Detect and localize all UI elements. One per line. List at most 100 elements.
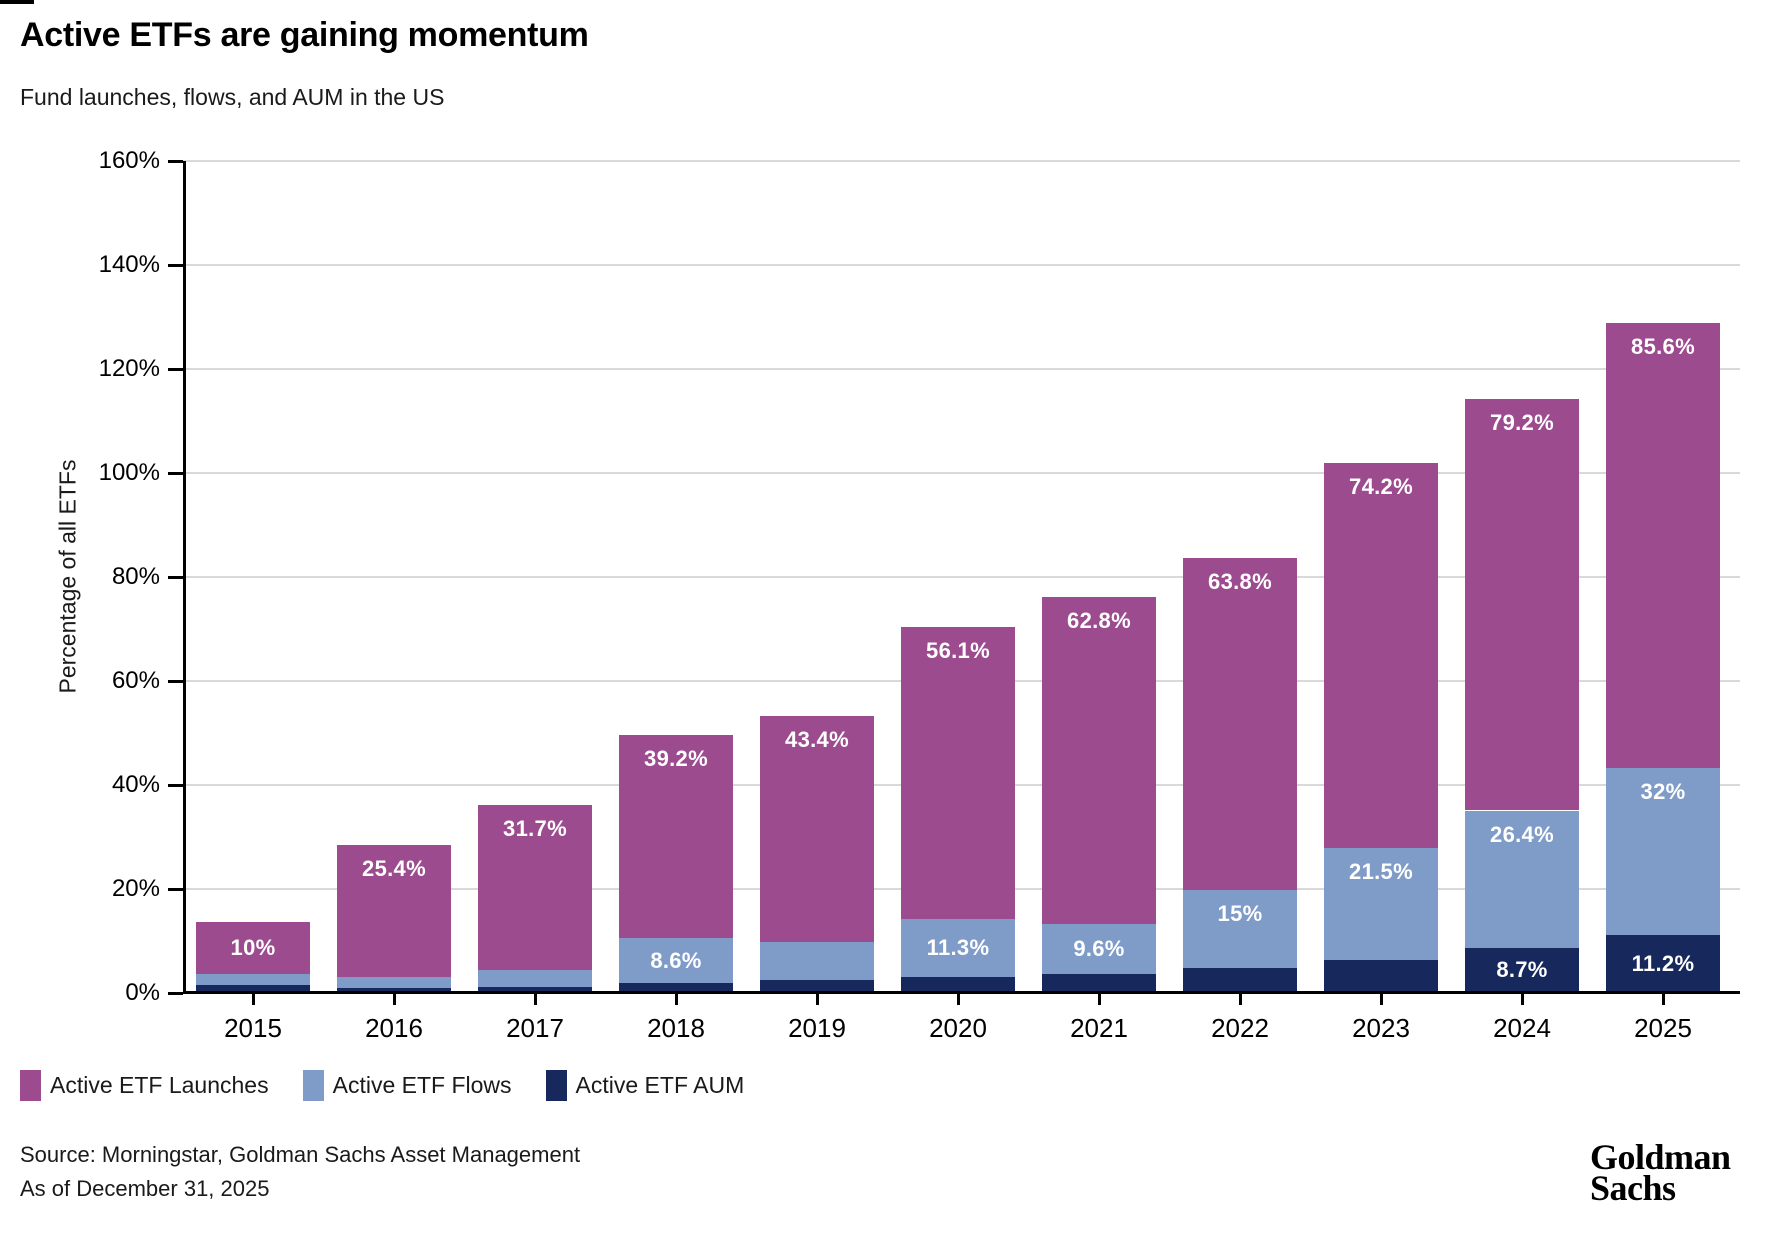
bar-value-label: 85.6% <box>1631 334 1695 360</box>
x-tick-2023 <box>1379 993 1383 1005</box>
x-tick-2019 <box>815 993 819 1005</box>
gridline-140 <box>183 264 1740 266</box>
bar-value-label: 62.8% <box>1067 608 1131 634</box>
bar-segment-active-etf-flows-2020: 11.3% <box>901 918 1015 978</box>
bar-segment-active-etf-flows-2023: 21.5% <box>1324 848 1438 961</box>
y-tick-label-100: 100% <box>98 459 160 486</box>
bar-segment-active-etf-launches-2025: 85.6% <box>1606 323 1720 769</box>
y-tick-label-60: 60% <box>111 667 160 694</box>
bar-segment-active-etf-flows-2016 <box>337 977 451 988</box>
y-tick-160 <box>168 160 183 163</box>
bar-value-label: 79.2% <box>1490 409 1554 435</box>
y-axis-line <box>183 161 186 993</box>
page-title: Active ETFs are gaining momentum <box>20 16 589 54</box>
y-tick-40 <box>168 784 183 787</box>
bar-value-label: 26.4% <box>1490 821 1554 847</box>
bar-value-label: 11.3% <box>926 935 990 961</box>
bar-segment-active-etf-launches-2024: 79.2% <box>1465 398 1579 811</box>
y-tick-label-120: 120% <box>98 355 160 382</box>
bar-value-label: 15% <box>1217 901 1263 927</box>
x-tick-label-2022: 2022 <box>1211 1013 1269 1043</box>
bar-segment-active-etf-launches-2021: 62.8% <box>1042 597 1156 924</box>
x-tick-2015 <box>251 993 255 1005</box>
legend-swatch <box>302 1070 324 1101</box>
bar-value-label: 8.7% <box>1496 957 1548 983</box>
legend-label: Active ETF Launches <box>50 1072 269 1098</box>
source-note: Source: Morningstar, Goldman Sachs Asset… <box>20 1138 580 1206</box>
x-tick-label-2018: 2018 <box>647 1013 705 1043</box>
bar-value-label: 32% <box>1640 779 1686 805</box>
x-tick-label-2023: 2023 <box>1352 1013 1410 1043</box>
y-tick-140 <box>168 264 183 267</box>
x-tick-2016 <box>392 993 396 1005</box>
y-tick-label-80: 80% <box>111 563 160 590</box>
x-tick-label-2020: 2020 <box>929 1013 987 1043</box>
bar-value-label: 25.4% <box>362 856 426 882</box>
gridline-120 <box>183 368 1740 370</box>
y-tick-0 <box>168 992 183 995</box>
y-tick-120 <box>168 368 183 371</box>
bar-value-label: 63.8% <box>1208 569 1272 595</box>
bar-value-label: 8.6% <box>650 947 702 973</box>
bar-segment-active-etf-launches-2017: 31.7% <box>478 804 592 970</box>
x-tick-label-2015: 2015 <box>224 1013 282 1043</box>
legend-item-active-etf-launches: Active ETF Launches <box>20 1070 269 1101</box>
bar-segment-active-etf-launches-2015: 10% <box>196 921 310 974</box>
x-tick-2025 <box>1661 993 1665 1005</box>
y-tick-label-160: 160% <box>98 147 160 174</box>
legend-item-active-etf-flows: Active ETF Flows <box>302 1070 512 1101</box>
legend-item-active-etf-aum: Active ETF AUM <box>545 1070 745 1101</box>
bar-value-label: 74.2% <box>1349 473 1413 499</box>
bar-segment-active-etf-flows-2024: 26.4% <box>1465 810 1579 948</box>
y-tick-80 <box>168 576 183 579</box>
bar-value-label: 10% <box>230 934 276 960</box>
bar-segment-active-etf-launches-2022: 63.8% <box>1183 558 1297 891</box>
bar-segment-active-etf-launches-2023: 74.2% <box>1324 462 1438 849</box>
x-tick-2021 <box>1097 993 1101 1005</box>
bar-segment-active-etf-aum-2017 <box>478 986 592 993</box>
bar-segment-active-etf-launches-2019: 43.4% <box>760 715 874 942</box>
y-tick-label-0: 0% <box>125 979 160 1006</box>
x-tick-label-2017: 2017 <box>506 1013 564 1043</box>
bar-segment-active-etf-aum-2021 <box>1042 973 1156 993</box>
bar-value-label: 11.2% <box>1631 950 1695 976</box>
chart-subtitle: Fund launches, flows, and AUM in the US <box>20 84 445 110</box>
legend: Active ETF Launches Active ETF Flows Activ… <box>20 1070 744 1101</box>
gridline-100 <box>183 472 1740 474</box>
bar-segment-active-etf-aum-2019 <box>760 980 874 993</box>
bar-value-label: 9.6% <box>1073 935 1125 961</box>
bar-value-label: 43.4% <box>785 726 849 752</box>
y-tick-60 <box>168 680 183 683</box>
bar-segment-active-etf-launches-2016: 25.4% <box>337 845 451 978</box>
x-tick-2018 <box>674 993 678 1005</box>
x-tick-label-2016: 2016 <box>365 1013 423 1043</box>
x-tick-2024 <box>1520 993 1524 1005</box>
logo-line-2: Sachs <box>1590 1168 1676 1208</box>
bar-segment-active-etf-aum-2024: 8.7% <box>1465 947 1579 993</box>
plot-area: 0% 20% 40% 60% 80% 100% 120% 140% 160% 10% 2015 25.… <box>99 147 1740 1043</box>
x-tick-label-2021: 2021 <box>1070 1013 1128 1043</box>
legend-label: Active ETF Flows <box>332 1072 512 1098</box>
source-line-2: As of December 31, 2025 <box>20 1176 270 1201</box>
bar-value-label: 31.7% <box>503 815 567 841</box>
bar-segment-active-etf-aum-2018 <box>619 983 733 993</box>
x-tick-2022 <box>1238 993 1242 1005</box>
legend-swatch <box>20 1070 41 1101</box>
bar-segment-active-etf-aum-2015 <box>196 985 310 993</box>
x-tick-2017 <box>533 993 537 1005</box>
x-axis-line <box>183 991 1740 994</box>
bar-segment-active-etf-flows-2022: 15% <box>1183 890 1297 969</box>
gridline-160 <box>183 160 1740 162</box>
y-tick-20 <box>168 888 183 891</box>
bar-value-label: 21.5% <box>1349 859 1413 885</box>
legend-swatch <box>545 1070 567 1101</box>
legend-label: Active ETF AUM <box>575 1072 745 1098</box>
bar-segment-active-etf-launches-2020: 56.1% <box>901 626 1015 919</box>
bar-segment-active-etf-aum-2022 <box>1183 968 1297 993</box>
bar-segment-active-etf-aum-2020 <box>901 977 1015 993</box>
y-tick-100 <box>168 472 183 475</box>
bar-segment-active-etf-aum-2023 <box>1324 960 1438 993</box>
bar-segment-active-etf-flows-2021: 9.6% <box>1042 923 1156 974</box>
top-edge-mark <box>0 0 34 4</box>
